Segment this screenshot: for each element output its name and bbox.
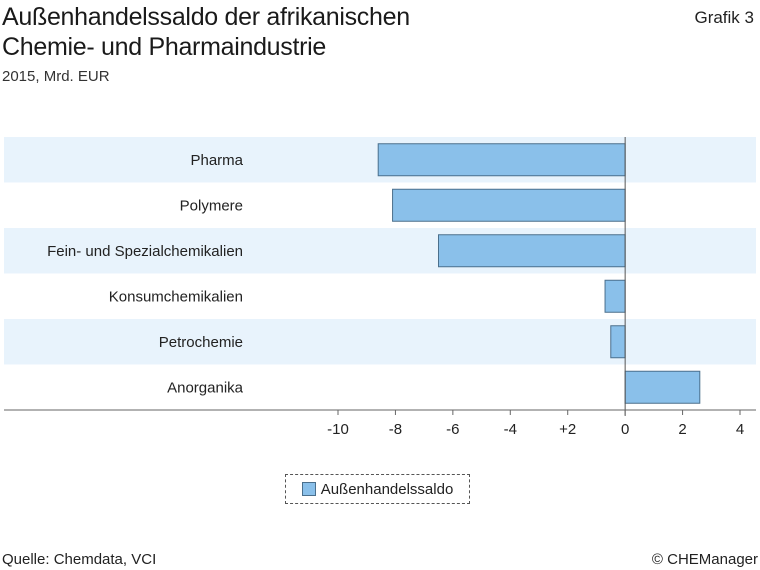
row-band xyxy=(4,319,756,365)
x-tick-label: -6 xyxy=(446,421,459,438)
row-band xyxy=(4,228,756,274)
chart-title-line-2: Chemie- und Pharmaindustrie xyxy=(2,33,327,61)
x-tick-label: +2 xyxy=(559,421,576,438)
bar xyxy=(392,188,626,222)
chart-subtitle: 2015, Mrd. EUR xyxy=(2,68,110,85)
chart-legend: Außenhandelssaldo xyxy=(285,474,470,504)
bar xyxy=(610,325,626,359)
chart-title: Außenhandelssaldo der afrikanischen Chem… xyxy=(2,2,410,62)
category-label: Anorganika xyxy=(167,379,244,396)
x-tick-label: 0 xyxy=(621,421,629,438)
x-tick-label: 2 xyxy=(678,421,686,438)
bar-chart: Pharma Polymere Fein- und Spezialchemikali… xyxy=(4,137,756,438)
category-label: Konsumchemikalien xyxy=(109,288,243,305)
figure-label: Grafik 3 xyxy=(694,8,754,27)
bar xyxy=(377,143,626,177)
source-note: Quelle: Chemdata, VCI xyxy=(2,551,157,568)
x-tick-label: 4 xyxy=(736,421,744,438)
x-tick-label: -10 xyxy=(327,421,349,438)
x-tick-label: -8 xyxy=(389,421,402,438)
category-label: Pharma xyxy=(190,152,243,169)
category-label: Fein- und Spezialchemikalien xyxy=(47,243,243,260)
chart-title-line-1: Außenhandelssaldo der afrikanischen xyxy=(2,3,410,31)
copyright-note: © CHEManager xyxy=(651,551,758,568)
bar xyxy=(604,279,626,313)
bar xyxy=(438,234,626,268)
bar xyxy=(624,370,701,404)
x-tick-label: -4 xyxy=(504,421,517,438)
category-label: Petrochemie xyxy=(159,334,243,351)
category-label: Polymere xyxy=(180,197,243,214)
legend-swatch xyxy=(301,482,316,496)
legend-label: Außenhandelssaldo xyxy=(320,480,454,498)
